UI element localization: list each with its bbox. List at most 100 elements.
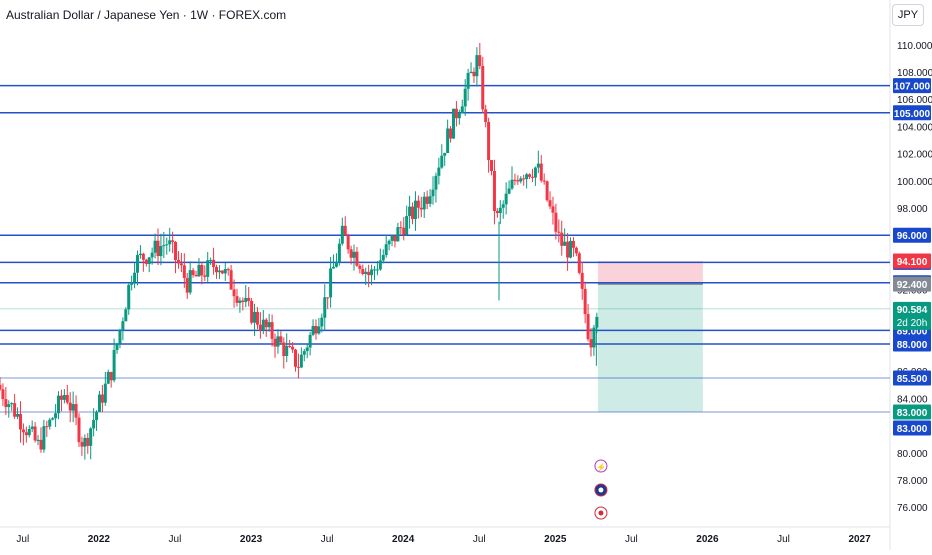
candle-body (203, 275, 207, 277)
candle-body (112, 350, 116, 381)
candle-body (206, 260, 210, 277)
candle-body (270, 322, 274, 339)
entry-badge-bg (893, 276, 931, 292)
candle-body (18, 413, 22, 430)
candle-body (337, 243, 341, 262)
candle-body (296, 366, 300, 368)
candle-body (378, 260, 382, 270)
candle-body (74, 404, 78, 418)
candle-body (171, 240, 175, 242)
candle-body (569, 240, 573, 258)
lightning-event-icon[interactable] (594, 459, 608, 473)
level-badge: 96.000 (897, 231, 928, 242)
candle-body (130, 282, 134, 285)
candle-body (387, 240, 391, 245)
candle-body (492, 171, 496, 211)
candle-body (48, 419, 52, 427)
candle-body (560, 232, 564, 246)
candle-body (405, 216, 409, 235)
level-badge: 88.000 (897, 340, 928, 351)
candle-body (4, 399, 8, 408)
candle-body (355, 251, 359, 266)
candle-body (174, 241, 178, 260)
y-tick-label: 102.000 (897, 150, 932, 161)
x-tick-label: 2025 (544, 534, 567, 545)
candle-body (475, 55, 479, 77)
candle-body (507, 188, 511, 194)
level-badge-bg (893, 420, 931, 436)
target-badge: 83.000 (897, 408, 928, 419)
level-badge-bg (893, 78, 931, 94)
candle-body (223, 269, 227, 274)
candle-body (191, 270, 195, 276)
candle-body (168, 240, 172, 245)
candle-body (42, 426, 46, 450)
candle-body (10, 403, 14, 405)
candle-body (548, 200, 552, 207)
candle-body (179, 263, 183, 266)
x-tick-label: 2023 (240, 534, 263, 545)
candle-body (217, 270, 221, 273)
candle-body (449, 128, 453, 139)
candle-body (411, 206, 415, 220)
candle-body (460, 106, 464, 114)
candle-body (422, 196, 426, 210)
x-tick-label: 2022 (88, 534, 111, 545)
candle-body (416, 200, 420, 208)
candle-body (370, 269, 374, 276)
candle-body (247, 297, 251, 301)
candle-body (402, 227, 406, 235)
candle-body (68, 402, 72, 411)
current-price-badge-bg (893, 301, 931, 330)
candle-body (413, 200, 417, 220)
candle-body (323, 297, 327, 318)
entry-badge: 92.400 (897, 280, 928, 291)
y-tick-label: 104.000 (897, 122, 932, 133)
x-tick-label: Jul (625, 534, 638, 545)
y-tick-label: 84.000 (897, 394, 928, 405)
candle-body (375, 269, 379, 271)
candle-body (100, 394, 104, 403)
candle-body (305, 347, 309, 352)
candle-body (396, 227, 400, 242)
candle-body (261, 319, 265, 331)
candle-body (71, 404, 75, 411)
candle-body (109, 371, 113, 381)
x-tick-label: Jul (169, 534, 182, 545)
candle-body (194, 275, 198, 277)
x-tick-label: Jul (321, 534, 334, 545)
candle-body (457, 113, 461, 119)
candle-body (314, 326, 318, 334)
candle-body (57, 395, 61, 414)
candle-body (583, 288, 587, 315)
stop-badge-bg (893, 253, 931, 269)
candle-body (536, 163, 540, 168)
candle-body (332, 266, 336, 269)
candle-body (33, 426, 37, 441)
x-tick-label: Jul (16, 534, 29, 545)
candle-body (264, 319, 268, 328)
x-tick-label: 2026 (696, 534, 719, 545)
candle-body (7, 404, 11, 408)
candle-body (59, 395, 63, 400)
candle-body (288, 345, 292, 347)
lightning-glyph: ⚡ (596, 462, 606, 472)
candle-body (364, 271, 368, 274)
candle-body (238, 300, 242, 303)
current-price-label: 90.584 (897, 305, 928, 316)
candle-body (24, 432, 28, 436)
candle-body (176, 259, 180, 264)
candle-body (542, 180, 546, 182)
candle-body (200, 264, 204, 276)
level-badge-bg (893, 105, 931, 121)
currency-button[interactable]: JPY (892, 4, 924, 26)
candle-body (16, 413, 20, 417)
candle-body (118, 329, 122, 344)
candle-body (390, 235, 394, 241)
level-badge: 89.000 (897, 326, 928, 337)
candle-body (490, 160, 494, 172)
level-badge: 83.000 (897, 424, 928, 435)
candle-body (103, 383, 107, 403)
